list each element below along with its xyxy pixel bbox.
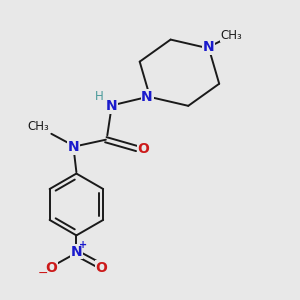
Text: H: H — [95, 90, 104, 103]
Text: CH₃: CH₃ — [27, 120, 49, 133]
Text: CH₃: CH₃ — [220, 29, 242, 42]
Text: N: N — [141, 90, 153, 104]
Text: O: O — [45, 261, 57, 275]
Text: N: N — [68, 140, 79, 154]
Text: N: N — [203, 40, 215, 54]
Text: O: O — [95, 261, 107, 275]
Text: O: O — [137, 142, 149, 156]
Text: N: N — [70, 244, 82, 259]
Text: −: − — [38, 267, 48, 280]
Text: N: N — [106, 99, 118, 113]
Text: +: + — [79, 240, 87, 250]
